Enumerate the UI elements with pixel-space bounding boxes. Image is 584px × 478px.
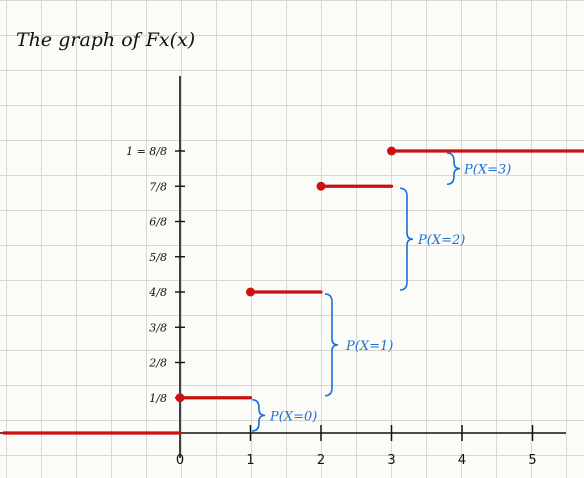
x-tick-label: 1 xyxy=(246,453,254,468)
x-tick-label: 4 xyxy=(458,453,466,468)
y-tick-label: 4/8 xyxy=(148,286,167,299)
jump-label: P(X=3) xyxy=(463,163,511,178)
x-tick-label: 3 xyxy=(387,453,395,468)
jump-brace xyxy=(251,398,266,432)
step-dot xyxy=(316,181,326,191)
jump-brace xyxy=(399,187,414,291)
jump-brace xyxy=(446,152,461,186)
jump-label: P(X=0) xyxy=(269,409,317,424)
x-tick-label: 0 xyxy=(176,453,184,468)
jump-brace xyxy=(324,293,339,397)
y-tick-label: 5/8 xyxy=(149,251,167,264)
x-tick-label: 5 xyxy=(528,453,536,468)
y-tick-label: 1 = 8/8 xyxy=(126,145,167,158)
y-tick-label: 1/8 xyxy=(149,392,167,405)
step-dot xyxy=(387,146,396,156)
jump-label: P(X=2) xyxy=(417,233,465,248)
y-tick-label: 7/8 xyxy=(149,180,167,193)
x-tick-label: 2 xyxy=(317,453,325,468)
step-dot xyxy=(175,393,185,403)
step-dot xyxy=(246,287,255,297)
y-tick-label: 2/8 xyxy=(148,357,167,370)
jump-label: P(X=1) xyxy=(345,339,393,354)
chart-title: The graph of Fx(x) xyxy=(16,29,195,51)
y-tick-label: 6/8 xyxy=(149,216,167,229)
y-tick-label: 3/8 xyxy=(149,321,167,334)
